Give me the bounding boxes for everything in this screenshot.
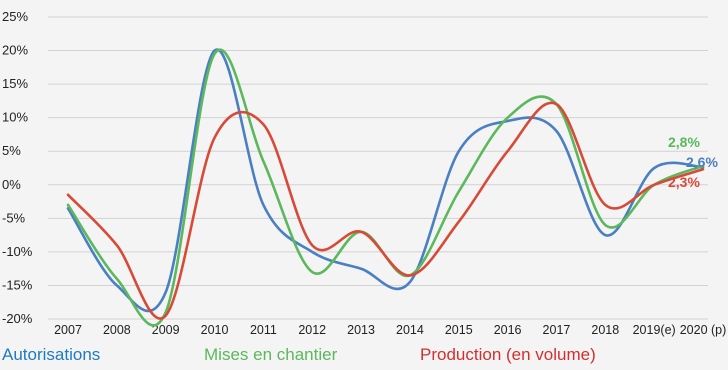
grid-lines [48, 16, 708, 320]
y-axis-ticks: -20% -15% -10% -5% 0% 5% 10% 15% 20% 25% [2, 9, 33, 326]
series-lines [66, 48, 705, 327]
x-tick-label: 2015 [445, 323, 473, 337]
x-tick-label: 2016 [494, 323, 522, 337]
legend-production: Production (en volume) [420, 345, 596, 364]
y-tick-label: -20% [2, 311, 33, 326]
end-value-label: 2,8% [668, 134, 700, 150]
legend-mises-en-chantier: Mises en chantier [204, 345, 338, 364]
y-tick-label: 5% [2, 143, 21, 158]
y-tick-label: -5% [2, 210, 26, 225]
end-value-label: 2,6% [686, 154, 718, 170]
x-axis-ticks: 2007 2008 2009 2010 2011 2012 2013 2014 2015 2016… [54, 323, 726, 337]
series-production [66, 101, 705, 320]
y-tick-label: 25% [2, 9, 28, 24]
x-tick-label: 2011 [250, 323, 277, 337]
legend-autorisations: Autorisations [2, 345, 101, 364]
end-value-labels: 2,6% 2,8% 2,3% [668, 134, 718, 190]
x-tick-label: 2012 [298, 323, 326, 337]
x-tick-label: 2017 [543, 323, 571, 337]
x-tick-label: 2007 [54, 323, 82, 337]
y-tick-label: 15% [2, 76, 28, 91]
end-value-label: 2,3% [668, 174, 700, 190]
y-tick-label: -10% [2, 244, 33, 259]
y-tick-label: 0% [2, 177, 21, 192]
x-tick-label: 2013 [347, 323, 375, 337]
x-tick-label: 2019(e) [633, 323, 676, 337]
x-tick-label: 2009 [152, 323, 180, 337]
x-tick-label: 2020 (p) [680, 323, 727, 337]
series-autorisations [66, 48, 705, 313]
x-tick-label: 2018 [591, 323, 619, 337]
y-tick-label: 20% [2, 43, 28, 58]
x-tick-label: 2010 [201, 323, 229, 337]
y-tick-label: -15% [2, 277, 33, 292]
x-tick-label: 2014 [396, 323, 424, 337]
y-tick-label: 10% [2, 110, 28, 125]
x-tick-label: 2008 [103, 323, 131, 337]
